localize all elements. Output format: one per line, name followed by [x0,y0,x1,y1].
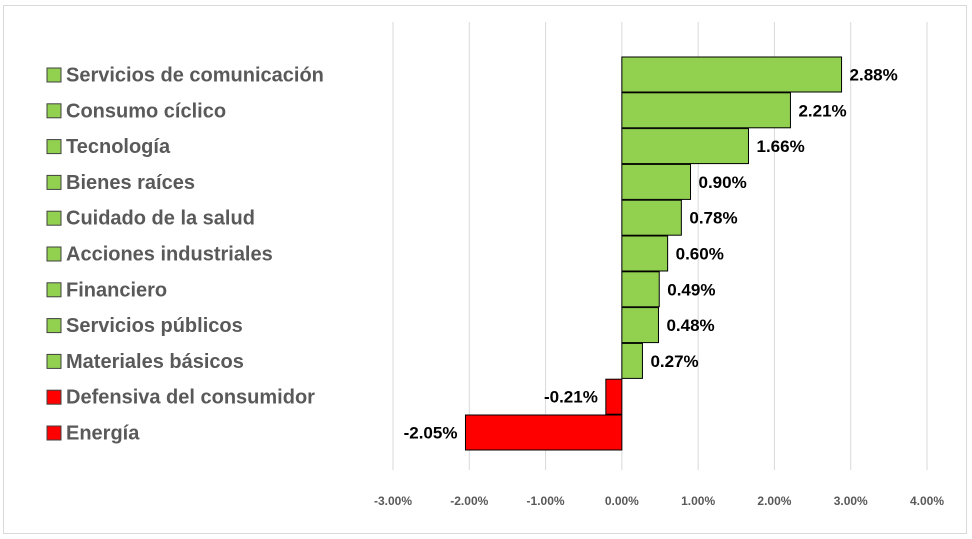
x-tick-label: 1.00% [681,494,715,508]
category-label: Financiero [66,279,167,301]
data-label: -0.21% [544,388,598,407]
x-tick-label: 3.00% [834,494,868,508]
data-label: 0.49% [667,280,715,299]
category-label: Energía [66,423,140,445]
data-label: 2.21% [798,101,846,120]
legend-key [46,389,62,405]
bar [621,199,682,236]
bar [605,378,623,415]
data-label: -2.05% [404,424,458,443]
x-tick-label: 2.00% [757,494,791,508]
bar [621,271,660,308]
legend-key [46,246,62,262]
category-label: Defensiva del consumidor [66,387,315,409]
data-label: 2.88% [850,66,898,85]
category-label: Acciones industriales [66,244,273,266]
legend-key [46,425,62,441]
data-label: 0.27% [650,352,698,371]
legend-key [46,67,62,83]
x-tick-label: -1.00% [527,494,565,508]
bar [621,163,692,200]
bar [621,235,669,272]
data-label: 1.66% [756,137,804,156]
x-tick-label: 4.00% [910,494,944,508]
category-label: Servicios públicos [66,315,243,337]
category-label: Cuidado de la salud [66,208,255,230]
category-label: Bienes raíces [66,172,195,194]
x-tick-label: -2.00% [450,494,488,508]
data-label: 0.90% [699,173,747,192]
category-label: Consumo cíclico [66,100,226,122]
legend-key [46,174,62,190]
data-label: 0.48% [666,316,714,335]
category-label: Materiales básicos [66,351,244,373]
legend-key [46,210,62,226]
x-tick-label: -3.00% [374,494,412,508]
data-label: 0.60% [676,245,724,264]
bar [621,92,791,129]
legend-key [46,353,62,369]
legend-key [46,103,62,119]
data-label: 0.78% [689,209,737,228]
legend-key [46,282,62,298]
bar [621,307,659,344]
x-tick-label: 0.00% [605,494,639,508]
bar [621,128,749,165]
category-label: Servicios de comunicación [66,65,324,87]
category-label: Tecnología [66,136,171,158]
bar [464,414,623,451]
bar [621,56,843,93]
legend-key [46,139,62,155]
bar [621,342,643,379]
legend-key [46,318,62,334]
